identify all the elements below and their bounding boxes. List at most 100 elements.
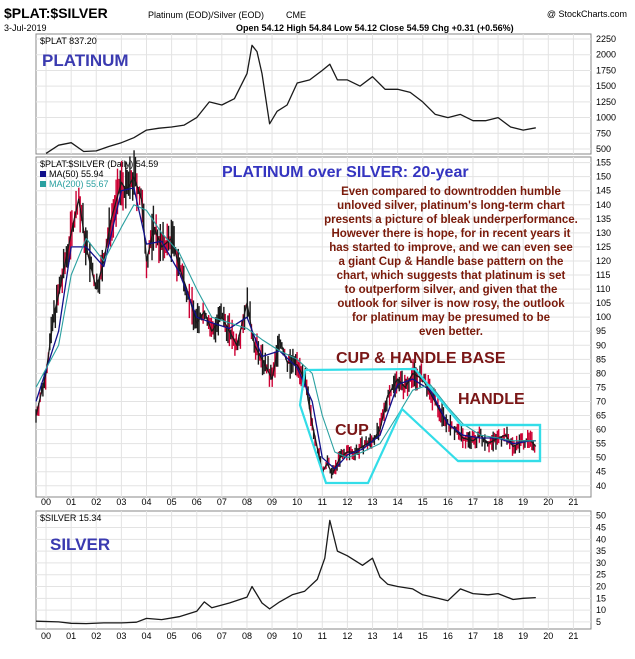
ma200-legend-swatch (40, 181, 46, 187)
ma50-legend-swatch (40, 171, 46, 177)
ma50-legend: MA(50) 55.94 (49, 169, 104, 179)
ohlc-readout: Open 54.12 High 54.84 Low 54.12 Close 54… (236, 23, 514, 33)
y-tick-label: 45 (596, 523, 606, 533)
cup-label: CUP (335, 422, 369, 439)
x-tick-label: 20 (543, 631, 553, 641)
y-tick-label: 60 (596, 425, 606, 435)
y-tick-label: 75 (596, 382, 606, 392)
x-tick-label: 06 (192, 497, 202, 507)
x-tick-label: 16 (443, 497, 453, 507)
x-tick-label: 18 (493, 631, 503, 641)
x-tick-label: 20 (543, 497, 553, 507)
annotation-line: has started to improve, and we can even … (329, 242, 573, 254)
y-tick-label: 15 (596, 593, 606, 603)
x-tick-label: 11 (318, 497, 327, 507)
x-tick-label: 14 (393, 497, 403, 507)
cup-handle-pattern (298, 367, 542, 485)
annotation-line: to outperform silver, and given that the (345, 284, 558, 296)
y-tick-label: 50 (596, 511, 606, 521)
annotation-line: for platinum may be presumed to be (352, 312, 550, 324)
x-tick-label: 15 (418, 497, 428, 507)
y-tick-label: 90 (596, 340, 606, 350)
silver-label: SILVER (50, 535, 110, 554)
y-tick-label: 135 (596, 214, 611, 224)
annotation-line: unloved silver, platinum's long-term cha… (337, 200, 565, 212)
series-line-ma-200- (35, 204, 536, 459)
x-tick-label: 13 (368, 631, 378, 641)
chart-symbol: $PLAT:$SILVER (4, 5, 108, 21)
x-tick-label: 17 (468, 497, 478, 507)
annotation-line: outlook for silver is now rosy, the outl… (337, 298, 565, 310)
x-tick-label: 11 (318, 631, 327, 641)
y-tick-label: 40 (596, 481, 606, 491)
x-tick-label: 03 (116, 631, 126, 641)
x-tick-label: 06 (192, 631, 202, 641)
x-tick-label: 12 (342, 631, 352, 641)
x-tick-label: 10 (292, 631, 302, 641)
x-tick-label: 18 (493, 497, 503, 507)
x-tick-label: 19 (518, 631, 528, 641)
series-line--silver (35, 519, 536, 625)
x-tick-label: 07 (217, 631, 227, 641)
x-tick-label: 01 (66, 497, 76, 507)
x-tick-label: 10 (292, 497, 302, 507)
x-tick-label: 04 (141, 497, 151, 507)
annotation-title: PLATINUM over SILVER: 20-year (222, 164, 469, 181)
ma200-legend: MA(200) 55.67 (49, 179, 109, 189)
x-tick-label: 08 (242, 631, 252, 641)
silver-legend: $SILVER 15.34 (40, 513, 101, 523)
x-tick-label: 17 (468, 631, 478, 641)
y-tick-label: 500 (596, 144, 611, 154)
y-tick-label: 70 (596, 396, 606, 406)
x-tick-label: 01 (66, 631, 76, 641)
y-tick-label: 50 (596, 453, 606, 463)
x-tick-label: 08 (242, 497, 252, 507)
y-tick-label: 105 (596, 298, 611, 308)
y-tick-label: 115 (596, 270, 610, 280)
y-tick-label: 40 (596, 534, 606, 544)
series-lines (35, 44, 537, 625)
series-line-ma-50- (35, 187, 536, 470)
y-tick-label: 20 (596, 582, 606, 592)
y-tick-label: 80 (596, 368, 606, 378)
x-tick-label: 00 (41, 631, 51, 641)
y-tick-label: 1250 (596, 97, 616, 107)
y-tick-label: 125 (596, 242, 611, 252)
y-tick-label: 155 (596, 158, 611, 168)
x-axis-ticks: 00 01 02 03 04 05 06 07 08 09 10 11 12 13 14 15 16 17 18 19… (41, 497, 578, 641)
x-tick-label: 16 (443, 631, 453, 641)
y-tick-label: 45 (596, 467, 606, 477)
chart-date: 3-Jul-2019 (4, 23, 47, 33)
x-tick-label: 21 (568, 497, 578, 507)
stockcharts-watermark: @ StockCharts.com (547, 9, 627, 19)
y-tick-label: 25 (596, 570, 606, 580)
x-tick-label: 07 (217, 497, 227, 507)
x-tick-label: 05 (167, 631, 177, 641)
x-tick-label: 02 (91, 497, 101, 507)
annotation-line: presents a picture of bleak underperform… (324, 214, 578, 226)
silver-panel (35, 510, 592, 630)
y-tick-label: 1000 (596, 113, 616, 123)
y-tick-label: 30 (596, 558, 606, 568)
y-tick-label: 100 (596, 312, 611, 322)
y-tick-label: 1500 (596, 81, 616, 91)
handle-label: HANDLE (458, 391, 525, 408)
cup-handle-base-label: CUP & HANDLE BASE (336, 350, 506, 367)
y-tick-label: 55 (596, 439, 606, 449)
y-tick-label: 140 (596, 200, 611, 210)
platinum-label: PLATINUM (42, 51, 129, 70)
y-tick-label: 5 (596, 617, 601, 627)
chart-description: Platinum (EOD)/Silver (EOD) (148, 10, 264, 20)
x-tick-label: 12 (342, 497, 352, 507)
annotation-line: Even compared to downtrodden humble (341, 186, 561, 198)
x-tick-label: 00 (41, 497, 51, 507)
y-tick-label: 10 (596, 605, 606, 615)
annotation-line: even better. (419, 326, 483, 338)
x-tick-label: 04 (141, 631, 151, 641)
y-tick-label: 130 (596, 228, 611, 238)
series-line--plat (45, 44, 536, 154)
annotation-line: chart, which suggests that platinum is s… (337, 270, 566, 282)
handle-box (458, 423, 542, 463)
x-tick-label: 03 (116, 497, 126, 507)
